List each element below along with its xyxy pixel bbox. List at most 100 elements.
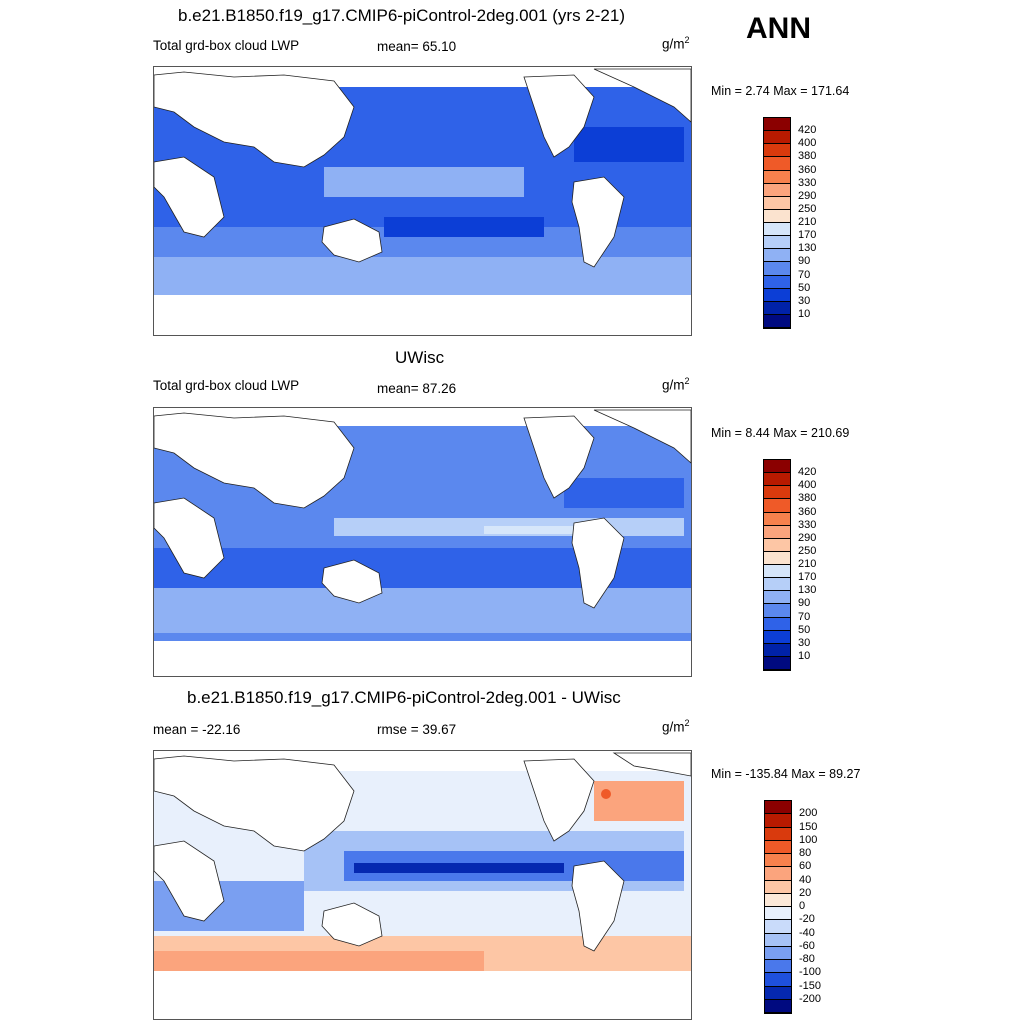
colorbar-tick-label: 70: [798, 268, 811, 281]
colorbar-tick-label: 70: [798, 610, 811, 623]
colorbar-tick-label: 420: [798, 124, 817, 137]
panel3-rmse: rmse = 39.67: [377, 722, 457, 737]
colorbar-tick-label: 400: [798, 137, 817, 150]
colorbar-box: [765, 973, 791, 987]
panel1-minmax: Min = 2.74 Max = 171.64: [711, 84, 850, 98]
colorbar-box: [764, 314, 790, 328]
colorbar-tick-label: 150: [799, 820, 818, 833]
colorbar-box: [764, 157, 790, 171]
panel2-colorbar: 420 400 380 360 330 290 250 210 170 130 90 70 50 30 10: [763, 459, 816, 671]
colorbar-box: [764, 301, 790, 315]
colorbar-tick-label: 380: [798, 492, 817, 505]
panel1-map: [153, 66, 692, 336]
colorbar-box: [764, 275, 790, 289]
colorbar-box: [764, 565, 790, 579]
panel2-map: [153, 407, 692, 677]
colorbar-tick-label: 290: [798, 531, 817, 544]
panel1-map-field: [154, 67, 691, 335]
colorbar-box: [764, 551, 790, 565]
colorbar-box: [764, 131, 790, 145]
panel2-minmax: Min = 8.44 Max = 210.69: [711, 426, 850, 440]
panel3-map-field: [154, 751, 691, 1019]
colorbar-tick-label: 0: [799, 900, 806, 912]
colorbar-box: [765, 880, 791, 894]
colorbar-box: [764, 578, 790, 592]
colorbar-box: [765, 867, 791, 881]
colorbar-box: [764, 223, 790, 237]
colorbar-tick-label: 290: [798, 189, 817, 202]
colorbar-box: [765, 920, 791, 934]
colorbar-tick-label: 10: [798, 649, 811, 662]
colorbar-tick-label: 130: [798, 584, 817, 597]
colorbar-box: [765, 827, 791, 841]
colorbar-tick-label: 130: [798, 242, 817, 255]
panel2-unit: g/m2: [662, 376, 690, 393]
colorbar-box: [764, 656, 790, 670]
colorbar-tick-label: -80: [799, 953, 815, 965]
colorbar-tick-label: -200: [799, 992, 822, 1005]
colorbar-tick-label: 10: [798, 307, 811, 320]
colorbar-tick-label: -150: [799, 979, 822, 992]
colorbar-box: [765, 840, 791, 854]
colorbar-box: [764, 643, 790, 657]
colorbar-tick-label: 50: [798, 281, 811, 294]
colorbar-box: [764, 630, 790, 644]
colorbar-box: [764, 512, 790, 526]
colorbar-tick-label: -60: [799, 939, 815, 952]
colorbar-box: [764, 525, 790, 539]
colorbar-box: [765, 854, 791, 868]
colorbar-tick-label: 50: [798, 623, 811, 636]
panel3-colorbar: 200 150 100 80 60 40 20 0 -20 -40 -60 -80 -100 -150 -2…: [764, 800, 821, 1014]
panel1-colorbar: 420 400 380 360 330 290 250 210 170 130 90 70 50 30 10: [763, 117, 816, 329]
colorbar-tick-label: 400: [798, 479, 817, 492]
colorbar-box: [764, 118, 790, 132]
panel2-title: UWisc: [395, 348, 445, 367]
panel2-map-field: [154, 408, 691, 676]
colorbar-box: [764, 170, 790, 184]
colorbar-tick-label: 210: [798, 216, 817, 228]
colorbar-box: [764, 196, 790, 210]
colorbar-tick-label: 90: [798, 597, 811, 610]
colorbar-tick-label: 90: [798, 255, 811, 268]
colorbar-tick-label: 30: [798, 294, 811, 307]
colorbar-box: [764, 499, 790, 513]
panel1-mean: mean= 65.10: [377, 39, 457, 54]
colorbar-tick-label: -40: [799, 926, 815, 939]
colorbar-box: [765, 933, 791, 947]
colorbar-tick-label: 60: [799, 860, 812, 873]
colorbar-box: [764, 538, 790, 552]
colorbar-box: [765, 999, 791, 1013]
colorbar-tick-label: 250: [798, 202, 817, 215]
colorbar-tick-label: 20: [799, 886, 812, 899]
season-label: ANN: [746, 12, 811, 45]
colorbar-tick-label: 40: [799, 873, 812, 886]
panel3-unit: g/m2: [662, 718, 690, 735]
colorbar-box: [765, 801, 791, 815]
colorbar-box: [765, 893, 791, 907]
colorbar-tick-label: 170: [798, 229, 817, 242]
colorbar-tick-label: 250: [798, 544, 817, 557]
colorbar-tick-label: 330: [798, 518, 817, 531]
colorbar-box: [765, 960, 791, 974]
colorbar-box: [764, 236, 790, 250]
colorbar-tick-label: 80: [799, 847, 812, 859]
colorbar-tick-label: 360: [798, 505, 817, 518]
colorbar-tick-label: 210: [798, 558, 817, 570]
colorbar-box: [764, 288, 790, 302]
colorbar-tick-label: 30: [798, 636, 811, 649]
colorbar-box: [764, 262, 790, 276]
colorbar-box: [765, 907, 791, 921]
colorbar-tick-label: 170: [798, 571, 817, 584]
panel3-minmax: Min = -135.84 Max = 89.27: [711, 767, 861, 781]
colorbar-tick-label: 200: [799, 807, 818, 820]
colorbar-tick-label: 380: [798, 150, 817, 163]
colorbar-box: [765, 986, 791, 1000]
colorbar-tick-label: 100: [799, 833, 818, 846]
panel1-unit: g/m2: [662, 35, 690, 52]
colorbar-tick-label: -100: [799, 966, 822, 979]
panel1-title: b.e21.B1850.f19_g17.CMIP6-piControl-2deg…: [178, 6, 625, 25]
colorbar-box: [764, 249, 790, 263]
panel2-variable: Total grd-box cloud LWP: [153, 378, 300, 393]
colorbar-box: [764, 473, 790, 487]
colorbar-box: [764, 604, 790, 618]
